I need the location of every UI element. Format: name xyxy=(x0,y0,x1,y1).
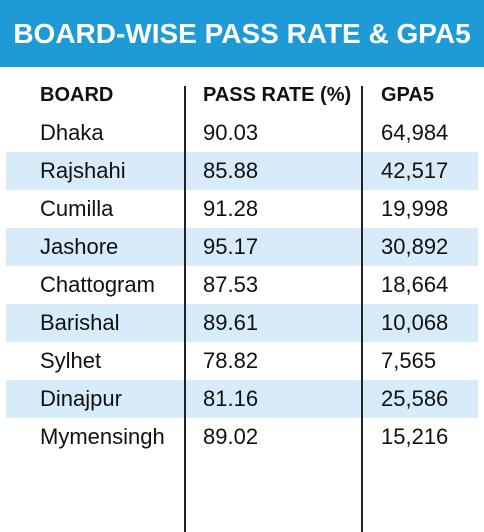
title-bar xyxy=(0,0,484,67)
table-cell-gpa5: 7,565 xyxy=(381,348,437,373)
table-cell-board: Jashore xyxy=(40,234,119,259)
table-cell-gpa5: 18,664 xyxy=(381,272,449,297)
table-cell-pass-rate: 85.88 xyxy=(203,158,259,183)
table-row: Sylhet 78.82 7,565 xyxy=(6,342,478,380)
table-cell-board: Barishal xyxy=(40,310,120,335)
table-row: Mymensingh 89.02 15,216 xyxy=(6,418,478,456)
table-cell-gpa5: 30,892 xyxy=(381,234,449,259)
table-cell-pass-rate: 90.03 xyxy=(203,120,259,145)
table-cell-board: Sylhet xyxy=(40,348,102,373)
table-row: Cumilla 91.28 19,998 xyxy=(6,190,478,228)
table-row: Dhaka 90.03 64,984 xyxy=(6,114,478,152)
table-row: Chattogram 87.53 18,664 xyxy=(6,266,478,304)
table-cell-gpa5: 19,998 xyxy=(381,196,449,221)
table-cell-pass-rate: 89.61 xyxy=(203,310,259,335)
column-divider-2 xyxy=(361,86,363,532)
column-header-board: BOARD xyxy=(40,84,114,106)
table-row: Jashore 95.17 30,892 xyxy=(6,228,478,266)
table-cell-gpa5: 10,068 xyxy=(381,310,449,335)
table-cell-gpa5: 15,216 xyxy=(381,424,449,449)
table-cell-gpa5: 64,984 xyxy=(381,120,449,145)
table-header-row: BOARD PASS RATE (%) GPA5 xyxy=(6,76,478,114)
table-cell-board: Dinajpur xyxy=(40,386,122,411)
table-row: Dinajpur 81.16 25,586 xyxy=(6,380,478,418)
table-cell-pass-rate: 91.28 xyxy=(203,196,259,221)
table-cell-board: Rajshahi xyxy=(40,158,126,183)
column-header-gpa5: GPA5 xyxy=(381,84,434,106)
table-row: Barishal 89.61 10,068 xyxy=(6,304,478,342)
table-cell-board: Chattogram xyxy=(40,272,155,297)
table-cell-gpa5: 25,586 xyxy=(381,386,449,411)
table-cell-pass-rate: 81.16 xyxy=(203,386,259,411)
table-cell-pass-rate: 89.02 xyxy=(203,424,259,449)
table-cell-gpa5: 42,517 xyxy=(381,158,449,183)
table-row: Rajshahi 85.88 42,517 xyxy=(6,152,478,190)
column-header-pass-rate: PASS RATE (%) xyxy=(203,84,352,106)
column-divider-1 xyxy=(184,86,186,532)
table-cell-board: Dhaka xyxy=(40,120,104,145)
results-table: BOARD PASS RATE (%) GPA5 Dhaka 90.03 64,98… xyxy=(6,76,478,532)
table-cell-pass-rate: 95.17 xyxy=(203,234,259,259)
table-cell-board: Cumilla xyxy=(40,196,114,221)
table-cell-pass-rate: 87.53 xyxy=(203,272,259,297)
table-cell-board: Mymensingh xyxy=(40,424,165,449)
table-cell-pass-rate: 78.82 xyxy=(203,348,259,373)
chart-title: BOARD-WISE PASS RATE & GPA5 xyxy=(13,18,471,49)
